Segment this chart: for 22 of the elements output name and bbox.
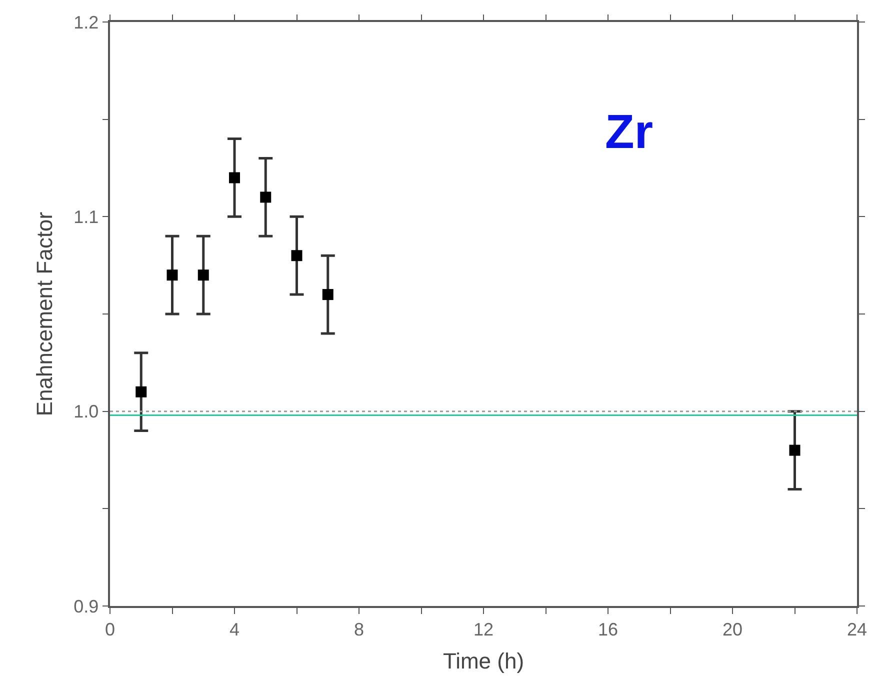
point (260, 192, 272, 203)
y-axis-title: Enahncement Factor (32, 212, 57, 416)
point (198, 270, 209, 281)
y-tick-label: 1.1 (74, 206, 99, 227)
point (291, 250, 302, 262)
x-tick-label: 8 (354, 619, 364, 640)
y-tick-label: 1.2 (74, 12, 99, 32)
point (789, 444, 800, 456)
point (322, 289, 334, 300)
point (229, 172, 240, 184)
x-axis-title: Time (h) (442, 648, 524, 674)
x-tick-label: 0 (104, 619, 116, 640)
x-tick-label: 20 (722, 619, 743, 640)
point (166, 270, 178, 281)
y-tick-label: 0.9 (74, 596, 99, 616)
y-tick-label: 1.0 (74, 402, 99, 422)
point (136, 386, 147, 398)
x-tick-label: 4 (229, 619, 240, 640)
x-tick-label: 12 (473, 619, 494, 640)
x-tick-label: 24 (846, 619, 868, 640)
annotation: Zr (605, 106, 653, 159)
x-tick-label: 16 (598, 619, 618, 640)
